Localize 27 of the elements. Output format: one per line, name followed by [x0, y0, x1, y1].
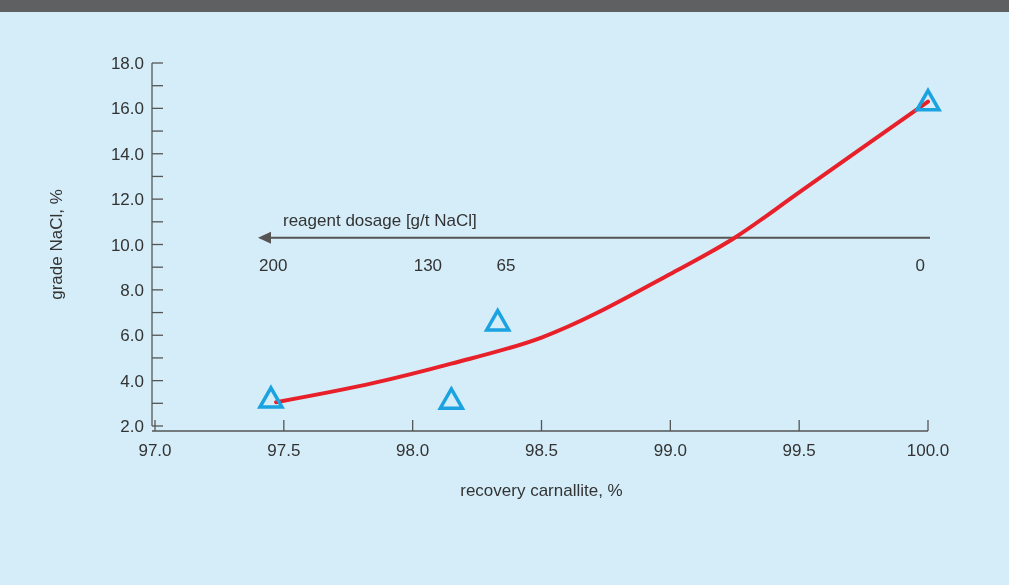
annotation: 130 — [413, 255, 443, 275]
y-tick-label: 6.0 — [120, 326, 144, 346]
x-tick-label: 98.0 — [396, 441, 430, 460]
point — [258, 386, 284, 409]
y-tick-label: 18.0 — [110, 54, 144, 73]
x-tick-label: 99.0 — [653, 441, 687, 460]
y-tick-label: 14.0 — [110, 144, 144, 164]
point — [484, 308, 511, 332]
point — [915, 88, 941, 112]
x-tick-label: 100.0 — [906, 441, 950, 460]
y-tick-label: 8.0 — [120, 280, 144, 300]
y-tick-label: 4.0 — [120, 371, 144, 391]
x-tick-label: 97.5 — [267, 441, 301, 460]
y-tick-label: 16.0 — [110, 99, 144, 119]
y-tick-label: 12.0 — [110, 190, 144, 210]
y-axis-title: grade NaCl, % — [47, 189, 66, 300]
point — [438, 387, 465, 410]
x-tick-label: 99.5 — [782, 441, 816, 460]
y-tick-label: 10.0 — [110, 235, 144, 255]
ref-line-label: reagent dosage [g/t NaCl] — [283, 210, 477, 230]
annotation: 200 — [259, 255, 288, 275]
annotation: 0 — [915, 255, 925, 275]
x-axis-title: recovery carnallite, % — [460, 481, 623, 500]
x-tick-label: 98.5 — [524, 441, 559, 460]
annotation: 65 — [496, 255, 516, 275]
x-tick-label: 97.0 — [138, 441, 172, 460]
y-tick-label: 2.0 — [120, 417, 144, 436]
